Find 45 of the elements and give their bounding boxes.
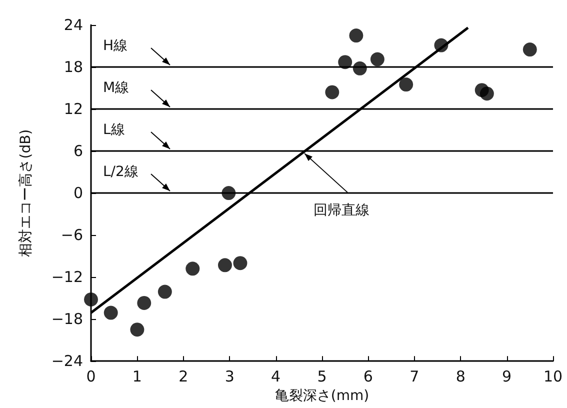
- point: [186, 262, 200, 276]
- point: [352, 61, 367, 76]
- point: [480, 86, 494, 101]
- y-tick-label: 24: [64, 16, 83, 34]
- y-tick-label: 18: [64, 58, 83, 76]
- ref-line-label: L/2線: [103, 164, 138, 180]
- point: [218, 258, 232, 272]
- point: [233, 256, 248, 270]
- y-tick-label: 12: [64, 100, 83, 118]
- x-tick-label: 10: [543, 368, 563, 386]
- point: [399, 78, 414, 92]
- point: [104, 306, 118, 320]
- y-tick-label: −24: [51, 352, 83, 370]
- point: [222, 186, 236, 200]
- x-tick-label: 9: [502, 368, 512, 386]
- point: [349, 28, 364, 42]
- x-tick-label: 3: [224, 368, 234, 386]
- x-axis-title: 亀裂深さ(mm): [274, 388, 370, 404]
- point: [338, 55, 352, 70]
- y-tick-label: −18: [51, 310, 83, 328]
- ref-line-label: H線: [103, 38, 128, 54]
- ref-line-label: L線: [103, 122, 125, 138]
- point: [370, 52, 384, 66]
- point: [130, 322, 144, 337]
- x-tick-label: 0: [86, 368, 96, 386]
- y-tick-label: 0: [73, 184, 83, 202]
- ref-line-label: M線: [103, 80, 130, 96]
- point: [522, 42, 537, 57]
- y-tick-label: −12: [51, 268, 83, 286]
- annotation: 回帰直線: [314, 202, 370, 218]
- x-tick-label: 8: [456, 368, 466, 386]
- y-tick-label: −6: [60, 226, 83, 244]
- y-tick-label: 6: [73, 142, 83, 160]
- x-tick-label: 2: [178, 368, 188, 386]
- point: [137, 296, 152, 310]
- point: [84, 292, 98, 306]
- point: [434, 38, 448, 52]
- point: [325, 85, 340, 100]
- x-tick-label: 6: [363, 368, 373, 386]
- y-axis-title: 相対エコー高さ(dB): [18, 129, 34, 257]
- x-tick-label: 7: [410, 368, 420, 386]
- x-tick-label: 5: [317, 368, 327, 386]
- x-tick-label: 4: [271, 368, 281, 386]
- x-tick-label: 1: [132, 368, 142, 386]
- point: [158, 284, 172, 299]
